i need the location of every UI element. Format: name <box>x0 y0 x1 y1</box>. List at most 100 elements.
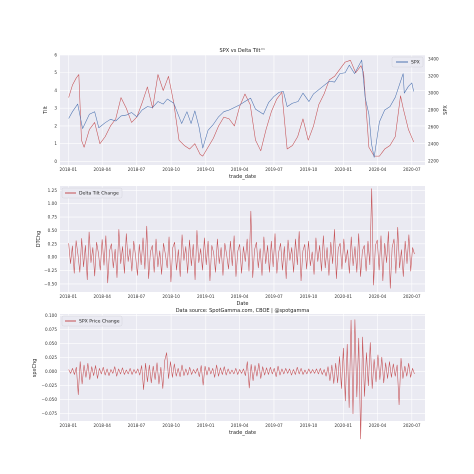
x-tick-label: 2018-07 <box>128 423 146 428</box>
y-tick-label: 0.075 <box>45 327 57 332</box>
x-tick-label: 2019-07 <box>265 423 283 428</box>
y-tick-label: 6 <box>54 53 57 58</box>
y2-tick-label: 2800 <box>428 108 439 113</box>
series-line-spx-price-change <box>68 319 415 440</box>
x-tick-label: 2018-10 <box>162 294 180 299</box>
y2-tick-label: 2400 <box>428 141 439 146</box>
y-tick-label: 1.25 <box>48 188 58 193</box>
panel1-y-axis-label: Tilt <box>43 106 49 115</box>
y-tick-label: 0.25 <box>48 241 58 246</box>
y-tick-label: 4 <box>54 88 57 93</box>
panel3-legend-label: SPX Price Change <box>79 319 120 325</box>
panel3-plot-area <box>60 314 425 421</box>
y-tick-label: 0 <box>54 159 57 164</box>
x-tick-label: 2020-07 <box>403 167 421 172</box>
y-tick-label: −0.050 <box>42 397 58 402</box>
x-tick-label: 2018-04 <box>93 423 111 428</box>
y-tick-label: 0.000 <box>45 369 57 374</box>
y2-tick-label: 3200 <box>428 74 439 79</box>
x-tick-label: 2020-01 <box>335 294 353 299</box>
x-tick-label: 2018-01 <box>60 167 78 172</box>
panel2-y-axis-label: DTChg <box>36 231 42 247</box>
x-tick-label: 2018-07 <box>128 167 146 172</box>
panel3-x-axis-label: trade_date <box>229 430 256 436</box>
x-tick-label: 2018-01 <box>60 423 78 428</box>
x-tick-label: 2018-10 <box>162 167 180 172</box>
y-tick-label: 0.025 <box>45 355 57 360</box>
x-tick-label: 2019-10 <box>300 423 318 428</box>
x-tick-label: 2019-07 <box>265 294 283 299</box>
x-tick-label: 2020-07 <box>403 294 421 299</box>
x-tick-label: 2019-04 <box>231 294 249 299</box>
panel2-grid <box>60 186 425 292</box>
panel1-y2-axis-label: SPX <box>443 105 449 115</box>
panel3-y-axis-label: spxChg <box>32 359 38 378</box>
series-line-delta-tilt-change <box>68 188 415 289</box>
y-tick-label: 5 <box>54 70 57 75</box>
x-tick-label: 2019-01 <box>197 423 215 428</box>
x-tick-label: 2019-04 <box>231 423 249 428</box>
x-tick-label: 2019-04 <box>231 167 249 172</box>
panel1-x-ticks: 2018-01 2018-04 2018-07 2018-10 2019-01 2019-… <box>60 167 421 172</box>
x-tick-label: 2019-01 <box>197 294 215 299</box>
data-source-annotation: Data source: SpotGamma.com, CBOE | @spot… <box>176 308 310 314</box>
y-tick-label: 0.00 <box>48 255 58 260</box>
y-tick-label: −0.075 <box>42 411 58 416</box>
x-tick-label: 2019-07 <box>265 167 283 172</box>
panel1-y-ticks: 0 1 2 3 4 5 6 <box>54 53 57 164</box>
x-tick-label: 2020-07 <box>403 423 421 428</box>
panel2-x-ticks: 2018-01 2018-04 2018-07 2018-10 2019-01 2019-… <box>60 294 421 299</box>
panel2-legend-label: Delta Tilt Change <box>79 191 119 197</box>
y-tick-label: 0.050 <box>45 341 57 346</box>
y-tick-label: 0.75 <box>48 215 58 220</box>
panel2-series <box>68 188 415 289</box>
x-tick-label: 2019-10 <box>300 167 318 172</box>
x-tick-label: 2019-01 <box>197 167 215 172</box>
y2-tick-label: 2200 <box>428 158 439 163</box>
y-tick-label: 0.50 <box>48 228 58 233</box>
series-line-spx <box>68 59 414 158</box>
panel2-legend-box <box>61 187 123 199</box>
spx-price-change-panel: −0.075 −0.050 −0.025 0.000 0.025 0.050 0.075 0.… <box>32 313 425 440</box>
panel1-legend-label-spx: SPX <box>411 60 420 66</box>
delta-tilt-change-panel: −0.50 −0.25 0.00 0.25 0.50 0.75 1.00 1.25 2018-… <box>36 186 425 314</box>
panel3-x-ticks: 2018-01 2018-04 2018-07 2018-10 2019-01 2019-… <box>60 423 421 428</box>
panel3-y-ticks: −0.075 −0.050 −0.025 0.000 0.025 0.050 0.075 0.… <box>42 313 58 416</box>
y-tick-label: −0.25 <box>44 268 57 273</box>
panel1-y2-ticks: 2200 2400 2600 2800 3000 3200 3400 <box>428 57 439 164</box>
y-tick-label: 0.100 <box>45 313 57 318</box>
x-tick-label: 2020-04 <box>369 423 387 428</box>
panel3-series <box>68 319 415 440</box>
y2-tick-label: 3000 <box>428 91 439 96</box>
x-tick-label: 2020-04 <box>369 167 387 172</box>
x-tick-label: 2018-01 <box>60 294 78 299</box>
panel3-legend-box <box>61 315 123 327</box>
y2-tick-label: 2600 <box>428 124 439 129</box>
panel2-legend: Delta Tilt Change <box>61 187 123 199</box>
panel1-plot-area <box>60 55 425 165</box>
x-tick-label: 2018-07 <box>128 294 146 299</box>
x-tick-label: 2019-10 <box>300 294 318 299</box>
x-tick-label: 2020-01 <box>335 167 353 172</box>
panel1-series <box>68 59 414 158</box>
y-tick-label: 2 <box>54 123 57 128</box>
x-tick-label: 2018-10 <box>162 423 180 428</box>
panel3-legend: SPX Price Change <box>61 315 123 327</box>
y-tick-label: −0.50 <box>44 281 57 286</box>
y-tick-label: 1 <box>54 141 57 146</box>
y2-tick-label: 3400 <box>428 57 439 62</box>
panel1-legend: SPX <box>391 56 424 68</box>
x-tick-label: 2020-04 <box>369 294 387 299</box>
y-tick-label: −0.025 <box>42 383 58 388</box>
x-tick-label: 2020-01 <box>335 423 353 428</box>
x-tick-label: 2018-04 <box>93 167 111 172</box>
series-line-tilt <box>68 60 414 157</box>
y-tick-label: 1.00 <box>48 201 58 206</box>
panel1-x-axis-label: trade_date <box>229 174 256 180</box>
panel2-y-ticks: −0.50 −0.25 0.00 0.25 0.50 0.75 1.00 1.25 <box>44 188 57 287</box>
panel2-x-axis-label: Date <box>237 301 249 307</box>
panel1-title: SPX vs Delta Tilt™ <box>220 48 266 54</box>
x-tick-label: 2018-04 <box>93 294 111 299</box>
